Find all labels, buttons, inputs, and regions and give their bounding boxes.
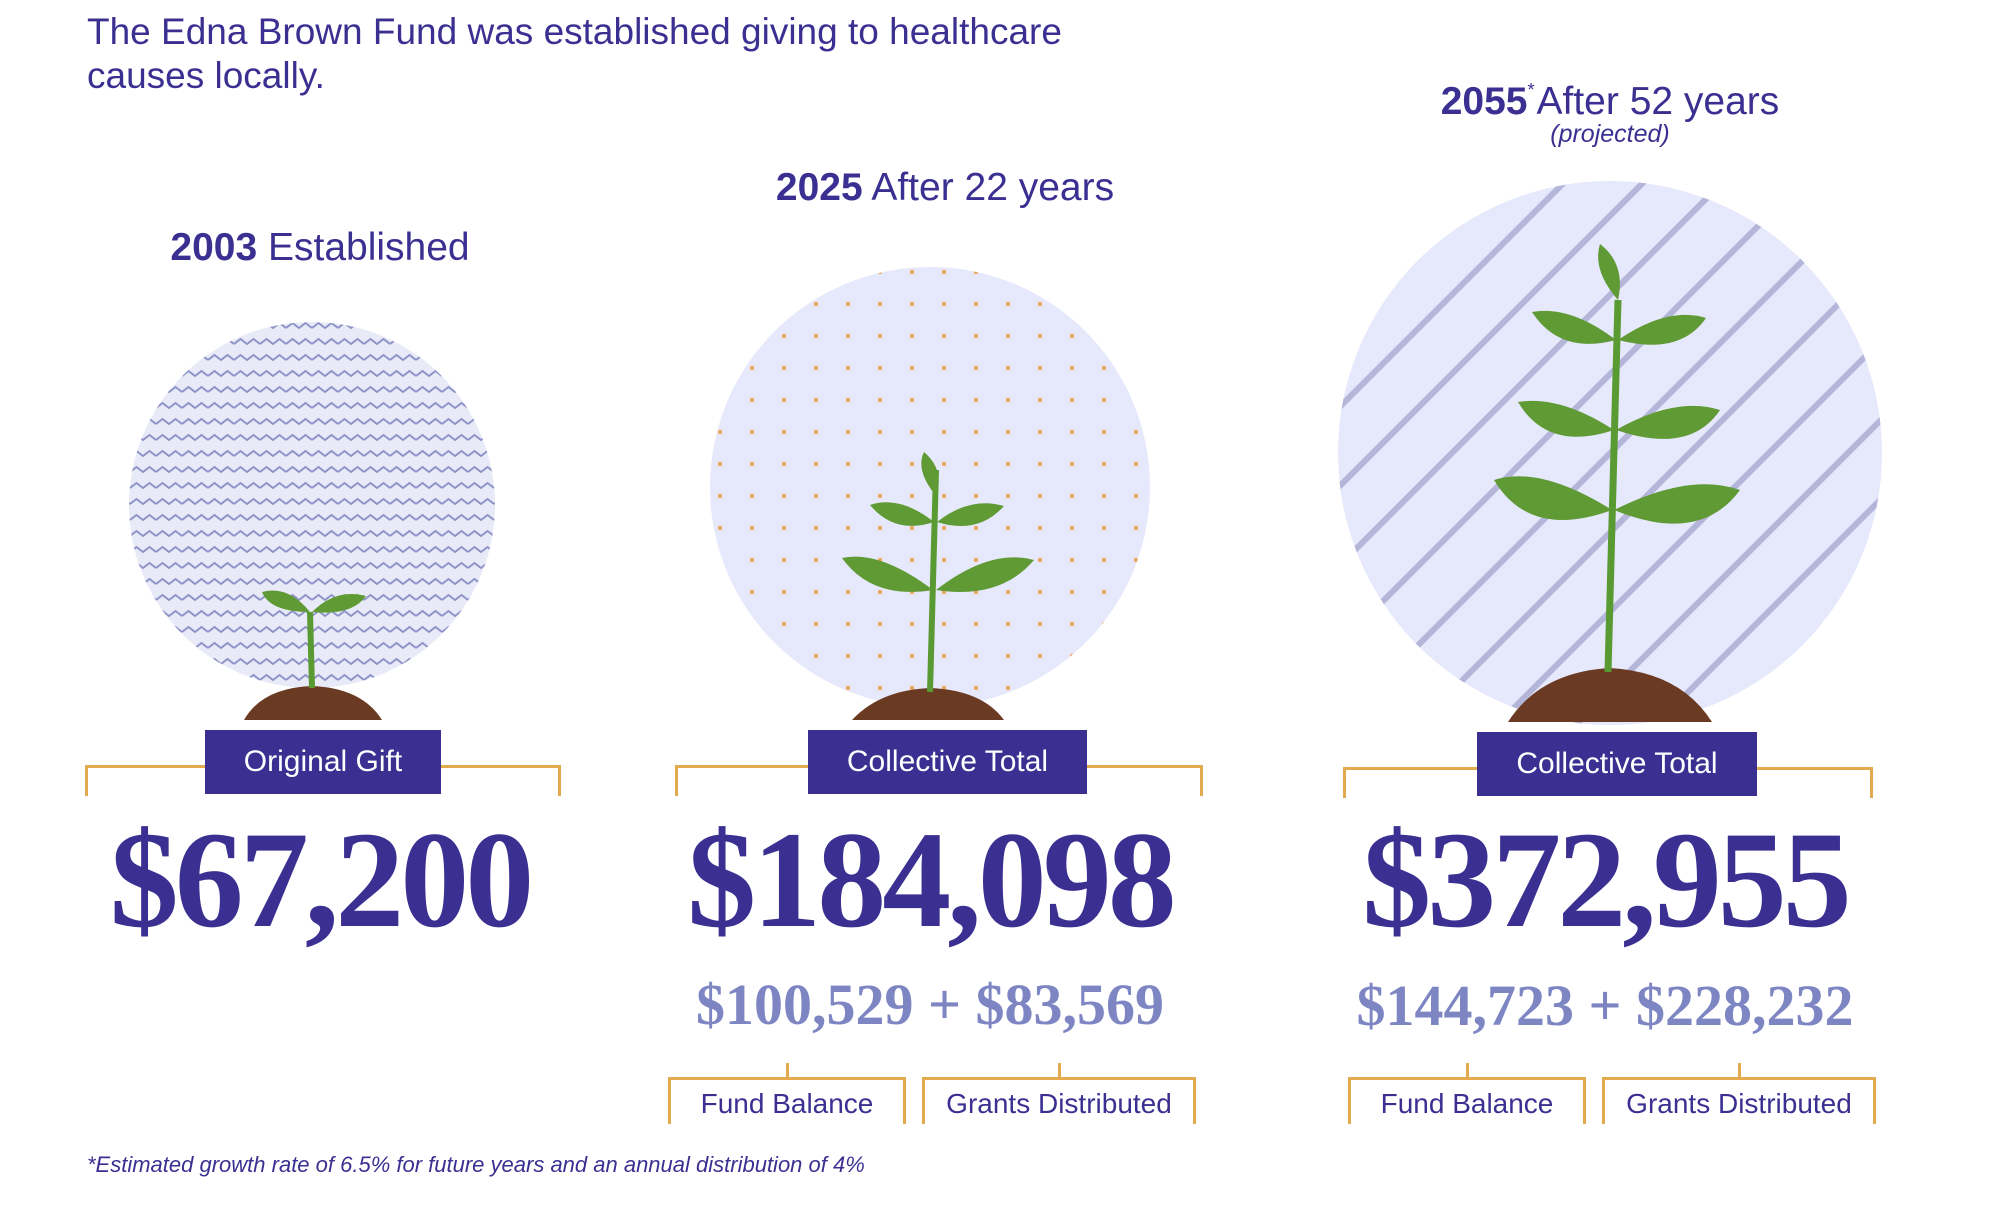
circle-2055 xyxy=(1338,181,1882,725)
stage-3-grants-bracket xyxy=(1602,1063,1876,1124)
stage-2-year: 2025 xyxy=(775,166,863,209)
stage-3-total: $372,955 xyxy=(1362,803,1852,956)
stage-3-balance-bracket xyxy=(1348,1063,1586,1124)
young-plant-icon xyxy=(842,452,1034,720)
stage-2-grants-label: Grants Distributed xyxy=(946,1088,1172,1119)
stage-2-breakdown: $100,529 + $83,569 xyxy=(640,975,1220,1035)
stage-2-balance-label: Fund Balance xyxy=(700,1088,874,1119)
stage-3-grants: $228,232 xyxy=(1636,973,1854,1038)
stage-2-label: Collective Total xyxy=(808,730,1087,794)
stage-1-title: Established xyxy=(267,226,470,269)
stage-3-asterisk: * xyxy=(1527,80,1535,100)
footnote: *Estimated growth rate of 6.5% for futur… xyxy=(87,1152,865,1177)
stage-1-bracket-right xyxy=(440,765,561,796)
stage-2-total: $184,098 xyxy=(687,803,1177,956)
stage-2-grants: $83,569 xyxy=(975,972,1165,1037)
stage-1-bracket-left xyxy=(85,765,208,796)
stage-1-year: 2003 xyxy=(170,226,258,269)
stage-1-total: $67,200 xyxy=(109,803,535,956)
seedling-icon xyxy=(244,590,382,720)
stage-3-label: Collective Total xyxy=(1477,732,1757,796)
stage-2-grants-bracket xyxy=(922,1063,1196,1124)
stage-3-balance: $144,723 xyxy=(1356,973,1574,1038)
intro-text: The Edna Brown Fund was established givi… xyxy=(87,11,1062,96)
stage-3-year: 2055 xyxy=(1440,80,1528,123)
stage-3-balance-label: Fund Balance xyxy=(1380,1088,1554,1119)
stage-3-grants-label: Grants Distributed xyxy=(1626,1088,1852,1119)
stage-1-heading: 2003 Established xyxy=(120,226,520,270)
stage-1-label: Original Gift xyxy=(205,730,441,794)
stage-3-title: After 52 years xyxy=(1536,80,1780,123)
stage-3-heading: 2055*After 52 years xyxy=(1380,80,1840,124)
stage-2-balance-bracket xyxy=(668,1063,906,1124)
circle-2003 xyxy=(129,322,495,688)
stage-2-bracket-left xyxy=(675,765,812,796)
stage-3-breakdown: $144,723 + $228,232 xyxy=(1310,976,1900,1036)
stage-3-plus: + xyxy=(1588,973,1622,1038)
grown-plant-icon xyxy=(1494,244,1740,722)
stage-2-plus: + xyxy=(927,972,962,1037)
stage-2-heading: 2025 After 22 years xyxy=(700,166,1190,210)
stage-3-projected-note: (projected) xyxy=(1550,120,1670,148)
stage-2-title: After 22 years xyxy=(871,166,1115,209)
stage-3-bracket-left xyxy=(1343,767,1481,798)
stage-2-bracket-right xyxy=(1085,765,1203,796)
stage-3-bracket-right xyxy=(1755,767,1873,798)
stage-2-balance: $100,529 xyxy=(695,972,914,1037)
